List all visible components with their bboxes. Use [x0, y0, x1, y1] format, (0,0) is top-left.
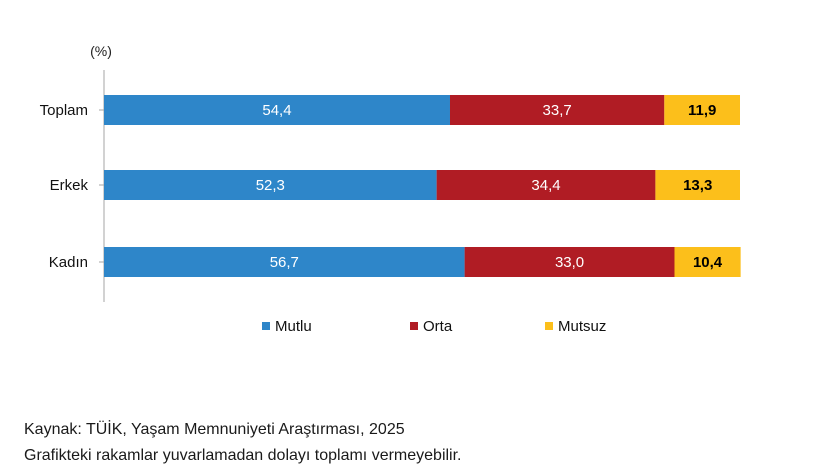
- category-label: Kadın: [49, 254, 88, 271]
- bar-mutsuz: [674, 247, 741, 277]
- legend-label: Orta: [423, 318, 453, 335]
- bar-mutsuz: [655, 170, 740, 200]
- legend-label: Mutsuz: [558, 318, 606, 335]
- source-note: Kaynak: TÜİK, Yaşam Memnuniyeti Araştırm…: [24, 421, 405, 438]
- data-label: 56,7: [270, 254, 299, 271]
- bar-mutlu: [104, 95, 450, 125]
- bar-orta: [464, 247, 675, 277]
- unit-label: (%): [90, 43, 112, 59]
- legend-swatch-mutsuz: [545, 322, 553, 330]
- data-label: 11,9: [688, 102, 716, 119]
- data-label: 33,7: [543, 102, 572, 119]
- chart: (%) Toplam 54,4 33,7 11,9 Erkek 52,3 34,4 13,3 Ka…: [40, 43, 741, 335]
- bar-mutlu: [104, 170, 437, 200]
- bar-mutsuz: [664, 95, 740, 125]
- data-label: 54,4: [262, 102, 291, 119]
- data-label: 33,0: [555, 254, 584, 271]
- data-label: 34,4: [531, 177, 560, 194]
- legend-swatch-orta: [410, 322, 418, 330]
- category-label: Toplam: [40, 102, 88, 119]
- legend-label: Mutlu: [275, 318, 312, 335]
- legend-swatch-mutlu: [262, 322, 270, 330]
- bar-mutlu: [104, 247, 465, 277]
- category-label: Erkek: [50, 177, 89, 194]
- data-label: 10,4: [693, 254, 723, 271]
- data-label: 13,3: [683, 177, 712, 194]
- data-label: 52,3: [256, 177, 285, 194]
- bar-orta: [436, 170, 656, 200]
- rounding-note: Grafikteki rakamlar yuvarlamadan dolayı …: [24, 447, 462, 464]
- bar-orta: [449, 95, 665, 125]
